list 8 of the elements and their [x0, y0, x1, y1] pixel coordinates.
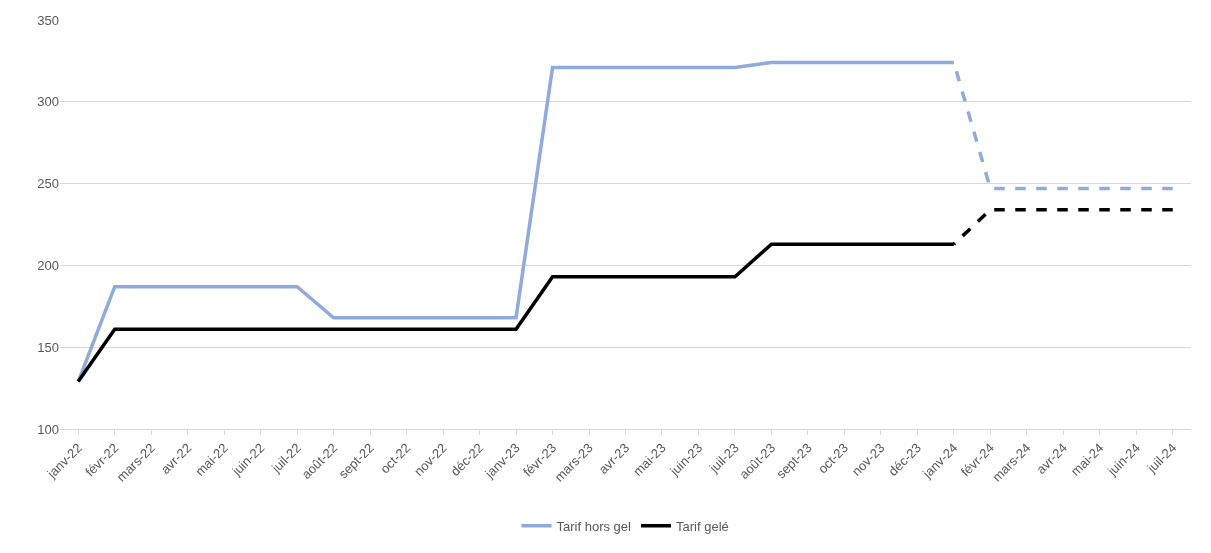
y-tick-label: 100	[37, 421, 59, 437]
legend-label: Tarif hors gel	[556, 518, 632, 534]
legend-label: Tarif gelé	[676, 518, 729, 534]
y-tick-label: 250	[37, 176, 59, 192]
y-tick-label: 350	[37, 12, 59, 28]
y-tick-label: 300	[37, 94, 59, 110]
y-tick-label: 200	[37, 257, 59, 273]
y-tick-label: 150	[37, 339, 59, 355]
